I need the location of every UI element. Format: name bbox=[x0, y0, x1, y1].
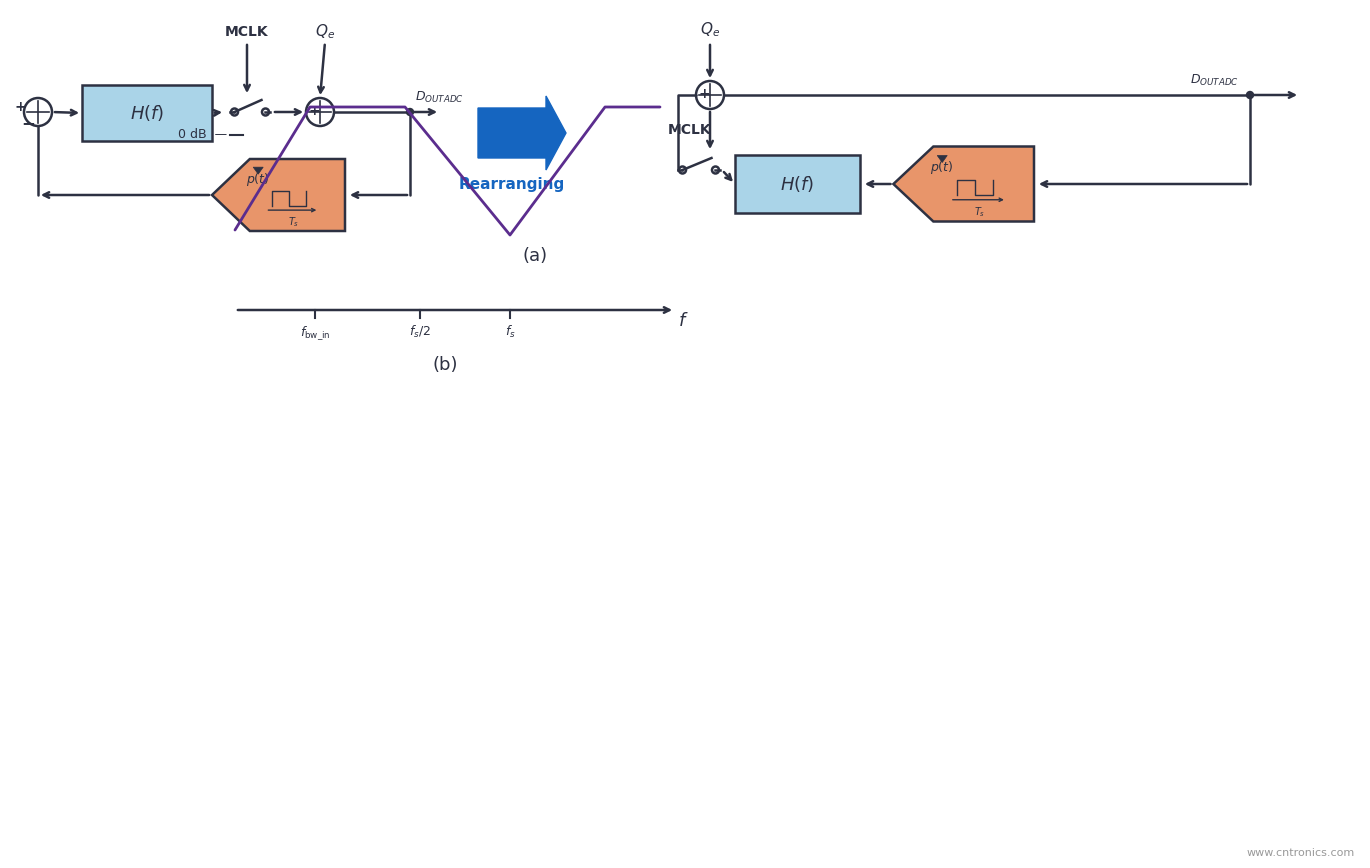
Text: $f_s/2$: $f_s/2$ bbox=[410, 324, 430, 340]
Text: Rearranging: Rearranging bbox=[459, 176, 564, 192]
Text: $f$: $f$ bbox=[678, 312, 688, 330]
Polygon shape bbox=[253, 168, 263, 174]
Polygon shape bbox=[893, 147, 1034, 221]
Circle shape bbox=[1247, 91, 1254, 98]
Text: MCLK: MCLK bbox=[225, 25, 269, 39]
FancyBboxPatch shape bbox=[82, 85, 212, 141]
Text: 0 dB  —: 0 dB — bbox=[178, 128, 227, 141]
Text: $T_s$: $T_s$ bbox=[288, 214, 300, 228]
Text: (b): (b) bbox=[433, 356, 458, 374]
Text: +: + bbox=[699, 87, 710, 101]
Text: −: − bbox=[21, 114, 36, 132]
Text: $D_{OUTADC}$: $D_{OUTADC}$ bbox=[1191, 72, 1238, 88]
Text: $\mathit{p}(\mathit{t})$: $\mathit{p}(\mathit{t})$ bbox=[247, 171, 270, 187]
Text: (a): (a) bbox=[522, 247, 548, 265]
FancyBboxPatch shape bbox=[734, 155, 860, 213]
Text: $T_s$: $T_s$ bbox=[974, 205, 986, 219]
Text: $\mathit{H}(\mathit{f})$: $\mathit{H}(\mathit{f})$ bbox=[781, 174, 815, 194]
Polygon shape bbox=[212, 159, 345, 231]
Text: $D_{OUTADC}$: $D_{OUTADC}$ bbox=[415, 89, 464, 104]
Polygon shape bbox=[478, 96, 566, 170]
Text: $f_\mathregular{bw\_in}$: $f_\mathregular{bw\_in}$ bbox=[300, 324, 330, 342]
Text: MCLK: MCLK bbox=[669, 123, 711, 137]
Text: $\mathit{p}(\mathit{t})$: $\mathit{p}(\mathit{t})$ bbox=[930, 159, 954, 176]
Text: +: + bbox=[308, 104, 319, 118]
Text: www.cntronics.com: www.cntronics.com bbox=[1247, 848, 1355, 858]
Circle shape bbox=[407, 108, 414, 115]
Text: $f_s$: $f_s$ bbox=[504, 324, 515, 340]
Polygon shape bbox=[937, 155, 947, 162]
Text: $Q_e$: $Q_e$ bbox=[315, 23, 336, 42]
Text: $\mathit{H}(\mathit{f})$: $\mathit{H}(\mathit{f})$ bbox=[130, 103, 164, 123]
Text: +: + bbox=[14, 100, 26, 114]
Text: $Q_e$: $Q_e$ bbox=[700, 21, 721, 39]
